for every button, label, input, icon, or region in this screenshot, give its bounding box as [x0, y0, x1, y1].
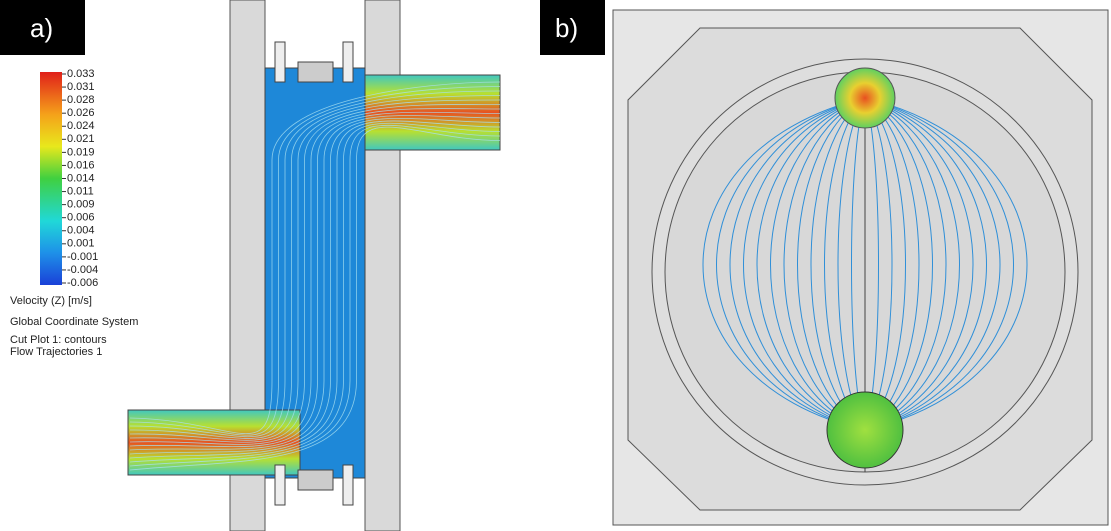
legend-line: Flow Trajectories 1 [10, 346, 102, 358]
tick-label: 0.001 [67, 238, 95, 250]
inlet-port [827, 392, 903, 468]
bolt [275, 465, 285, 505]
tick-label: 0.028 [67, 94, 95, 106]
colorbar-ticks: 0.0330.0310.0280.0260.0240.0210.0190.016… [62, 68, 98, 289]
tick-label: -0.006 [67, 277, 98, 289]
panel-label: a) [30, 13, 53, 43]
tick-label: 0.011 [67, 185, 94, 197]
bolt [343, 465, 353, 505]
colorbar [40, 72, 62, 285]
tick-label: 0.026 [67, 107, 95, 119]
panel-label: b) [555, 13, 578, 43]
legend-title: Velocity (Z) [m/s] [10, 295, 92, 307]
tick-label: 0.006 [67, 212, 95, 224]
nut [298, 470, 333, 490]
panel-b: b) [540, 0, 1108, 525]
tick-label: 0.019 [67, 146, 95, 158]
tick-label: -0.004 [67, 264, 98, 276]
tick-label: 0.009 [67, 199, 95, 211]
legend-line: Cut Plot 1: contours [10, 334, 107, 346]
tick-label: 0.024 [67, 120, 95, 132]
nut [298, 62, 333, 82]
figure: a) 0.0330.0310.0280.0260.0240.0210.0190.… [0, 0, 1111, 531]
coordinate-system: Global Coordinate System [10, 316, 138, 328]
outlet-port [835, 68, 895, 128]
bolt [343, 42, 353, 82]
tick-label: 0.031 [67, 81, 95, 93]
tick-label: -0.001 [67, 251, 98, 263]
tick-label: 0.021 [67, 133, 95, 145]
panel-a: a) 0.0330.0310.0280.0260.0240.0210.0190.… [0, 0, 500, 531]
tick-label: 0.014 [67, 172, 95, 184]
tick-label: 0.033 [67, 68, 95, 80]
inlet-pipe [128, 410, 300, 475]
bolt [275, 42, 285, 82]
tick-label: 0.004 [67, 225, 95, 237]
tick-label: 0.016 [67, 159, 95, 171]
